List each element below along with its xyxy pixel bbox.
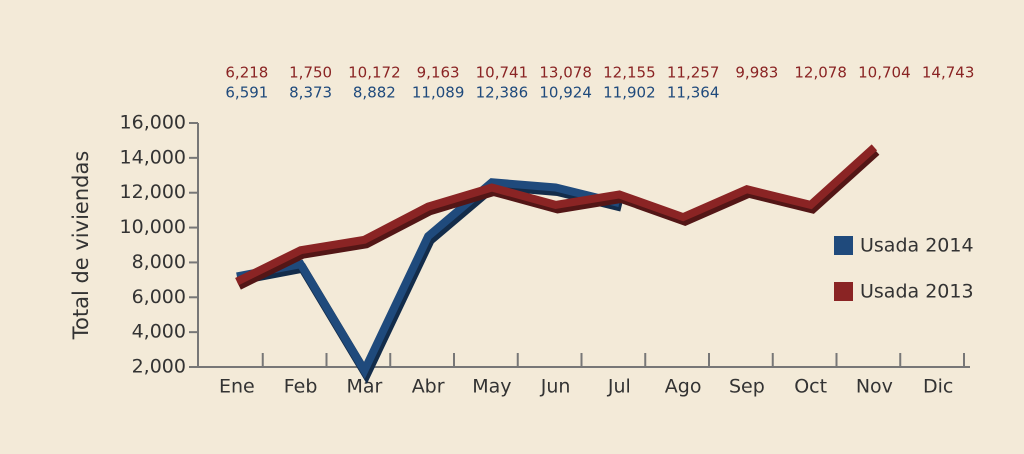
x-tick-label: Ene xyxy=(219,376,255,398)
legend-swatch xyxy=(834,282,853,301)
x-tick-label: Abr xyxy=(412,376,445,398)
y-tick-label: 10,000 xyxy=(120,216,186,238)
y-tick-label: 12,000 xyxy=(120,181,186,203)
x-tick-label: Oct xyxy=(794,376,827,398)
data-annotation: 11,089 xyxy=(412,84,465,102)
data-annotation: 12,078 xyxy=(794,64,847,82)
data-annotation: 9,163 xyxy=(417,64,460,82)
x-tick-label: Dic xyxy=(923,376,953,398)
legend-label: Usada 2013 xyxy=(860,281,974,303)
data-annotation: 10,172 xyxy=(348,64,401,82)
data-annotation: 8,373 xyxy=(289,84,332,102)
x-tick-label: Feb xyxy=(284,376,318,398)
data-annotation: 9,983 xyxy=(735,64,778,82)
data-annotation: 10,704 xyxy=(858,64,911,82)
data-annotation: 12,386 xyxy=(476,84,529,102)
y-tick-label: 4,000 xyxy=(132,321,186,343)
x-tick-label: Jul xyxy=(607,376,631,398)
y-axis-label: Total de viviendas xyxy=(69,151,93,341)
legend-swatch xyxy=(834,236,853,255)
data-annotation: 12,155 xyxy=(603,64,656,82)
y-tick-label: 14,000 xyxy=(120,146,186,168)
x-tick-label: May xyxy=(472,376,511,398)
data-annotation: 11,257 xyxy=(667,64,720,82)
data-annotation: 6,218 xyxy=(225,64,268,82)
data-annotation: 11,364 xyxy=(667,84,720,102)
y-tick-label: 6,000 xyxy=(132,286,186,308)
data-annotation: 13,078 xyxy=(539,64,592,82)
x-tick-label: Sep xyxy=(729,376,765,398)
data-annotation: 6,591 xyxy=(225,84,268,102)
data-annotation: 1,750 xyxy=(289,64,332,82)
x-tick-label: Ago xyxy=(665,376,702,398)
data-annotation: 8,882 xyxy=(353,84,396,102)
y-tick-label: 16,000 xyxy=(120,112,186,134)
data-annotation: 10,741 xyxy=(476,64,529,82)
data-annotation: 11,902 xyxy=(603,84,656,102)
x-tick-label: Mar xyxy=(346,376,382,398)
legend-label: Usada 2014 xyxy=(860,235,974,257)
y-tick-label: 2,000 xyxy=(132,356,186,378)
x-tick-label: Jun xyxy=(540,376,571,398)
data-annotation: 14,743 xyxy=(922,64,975,82)
series-line xyxy=(236,178,621,379)
x-tick-label: Nov xyxy=(856,376,893,398)
series-line xyxy=(235,144,878,286)
data-annotation: 10,924 xyxy=(539,84,592,102)
y-tick-label: 8,000 xyxy=(132,251,186,273)
